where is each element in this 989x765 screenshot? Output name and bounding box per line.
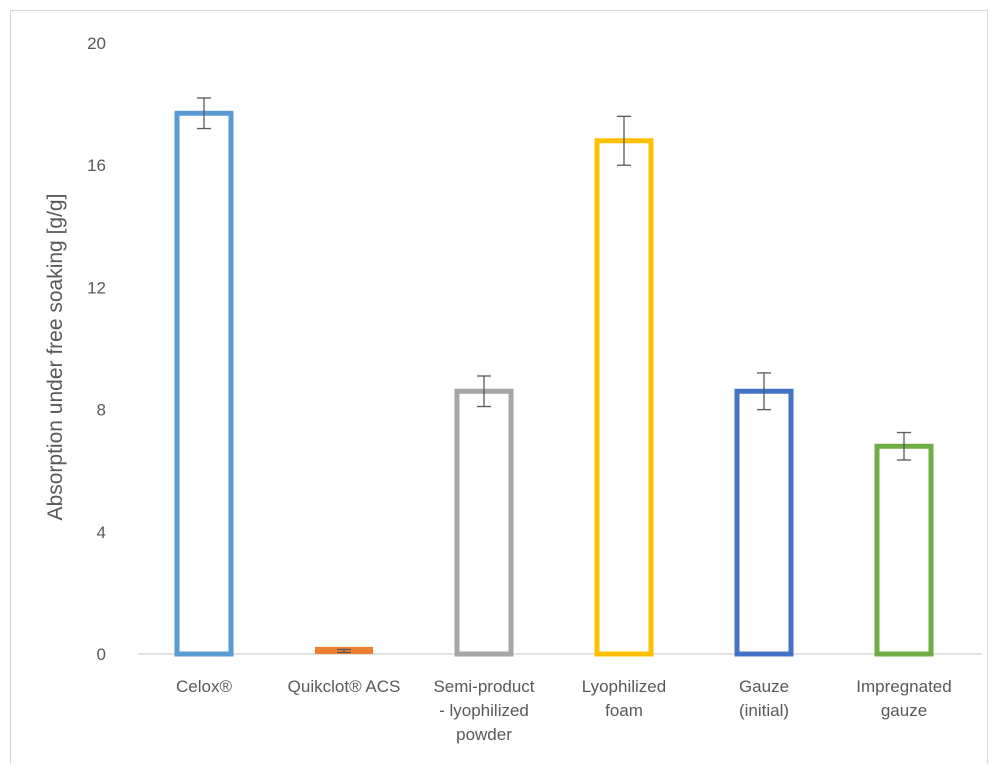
error-bar [897,431,911,461]
error-bar [617,115,631,166]
y-axis-ticks: 0 4 8 12 16 20 [87,34,106,664]
error-bars [197,97,911,654]
x-axis-labels: Celox® Quikclot® ACS Semi-product - lyophil… [176,677,952,744]
x-tick-label: Impregnated gauze [856,677,951,720]
x-tick-label: Semi-product - lyophilized powder [433,677,534,744]
bar [594,138,654,657]
bar [454,388,514,657]
y-tick-label: 4 [97,523,106,542]
y-tick-label: 20 [87,34,106,53]
x-tick-label: Celox® [176,677,232,696]
y-tick-label: 16 [87,156,106,175]
x-tick-label: Quikclot® ACS [288,677,401,696]
bars [174,110,934,657]
chart-frame [10,10,988,764]
y-tick-label: 8 [97,401,106,420]
bar [874,443,934,657]
x-tick-label: Lyophilized foam [582,677,666,720]
x-tick-label: Gauze (initial) [739,677,789,720]
bar [734,388,794,657]
error-bar [337,648,351,654]
error-bar [197,97,211,130]
bar [174,110,234,657]
error-bar [757,372,771,411]
y-axis-label: Absorption under free soaking [g/g] [44,194,67,521]
y-tick-label: 12 [87,278,106,297]
error-bar [477,375,491,408]
y-tick-label: 0 [97,645,106,664]
